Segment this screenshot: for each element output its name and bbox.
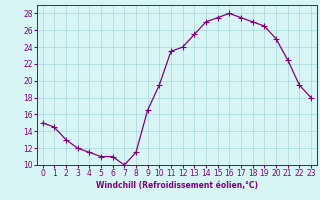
X-axis label: Windchill (Refroidissement éolien,°C): Windchill (Refroidissement éolien,°C) bbox=[96, 181, 258, 190]
